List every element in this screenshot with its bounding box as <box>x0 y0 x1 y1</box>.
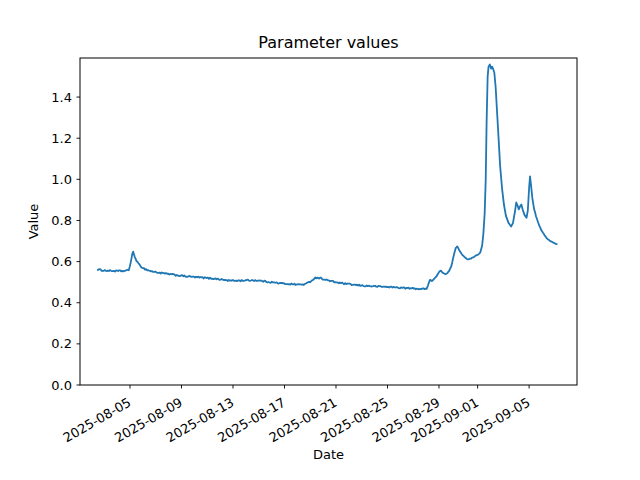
chart-title: Parameter values <box>258 33 398 52</box>
matplotlib-figure: 0.00.20.40.60.81.01.21.42025-08-052025-0… <box>0 0 640 480</box>
y-tick-label: 0.4 <box>51 295 72 310</box>
series-line <box>98 65 557 290</box>
y-tick-label: 0.8 <box>51 213 72 228</box>
y-tick-label: 1.4 <box>51 90 72 105</box>
plot-border <box>80 58 577 385</box>
y-tick-label: 0.6 <box>51 254 72 269</box>
y-tick-label: 1.0 <box>51 172 72 187</box>
y-tick-label: 1.2 <box>51 131 72 146</box>
y-tick-label: 0.0 <box>51 378 72 393</box>
line-chart: 0.00.20.40.60.81.01.21.42025-08-052025-0… <box>0 0 640 480</box>
x-axis-label: Date <box>313 447 344 462</box>
y-axis-label: Value <box>26 204 41 240</box>
series-group <box>98 65 557 290</box>
ticks-group: 0.00.20.40.60.81.01.21.42025-08-052025-0… <box>51 90 532 446</box>
y-tick-label: 0.2 <box>51 336 72 351</box>
plot-area-group <box>80 58 577 385</box>
